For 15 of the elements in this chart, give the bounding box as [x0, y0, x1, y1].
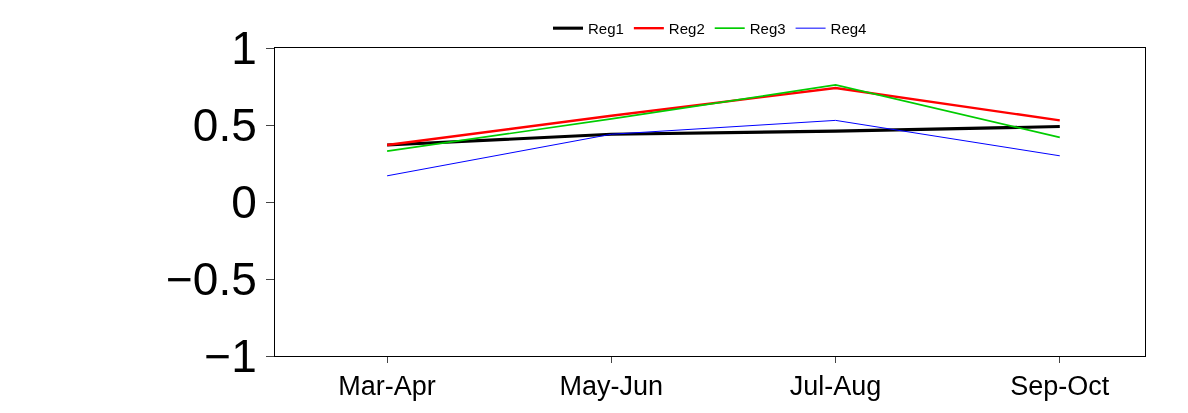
y-tick-label: −1	[204, 330, 257, 383]
x-tick-label: Sep-Oct	[1010, 371, 1110, 402]
line-series	[385, 124, 1062, 147]
y-tick-label: 0	[231, 176, 257, 229]
legend-label: Reg4	[830, 20, 867, 38]
y-tick-label: 1	[231, 22, 257, 75]
x-tick-label: Jul-Aug	[789, 371, 882, 402]
x-tick-label: Mar-Apr	[338, 371, 436, 402]
y-tick-label: −0.5	[165, 253, 257, 306]
x-tick-label: May-Jun	[559, 371, 664, 402]
legend-label: Reg2	[668, 20, 705, 38]
line-series	[386, 119, 1061, 177]
y-tick-label: 0.5	[192, 99, 257, 152]
legend-label: Reg1	[588, 20, 624, 38]
legend-label: Reg3	[749, 20, 786, 38]
